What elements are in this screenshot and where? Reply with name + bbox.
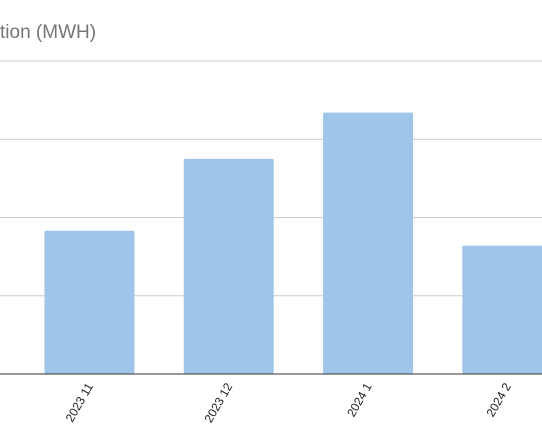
x-tick-label: 2023 11 xyxy=(63,380,97,424)
bar xyxy=(183,158,274,374)
x-tick-label: 2024 1 xyxy=(344,380,375,419)
x-tick-label: 2023 12 xyxy=(202,380,236,425)
bar xyxy=(323,112,414,375)
bar xyxy=(44,230,135,374)
chart-title: tion (MWH) xyxy=(0,22,96,43)
bar xyxy=(462,245,542,374)
x-tick-label: 2024 2 xyxy=(483,380,514,419)
